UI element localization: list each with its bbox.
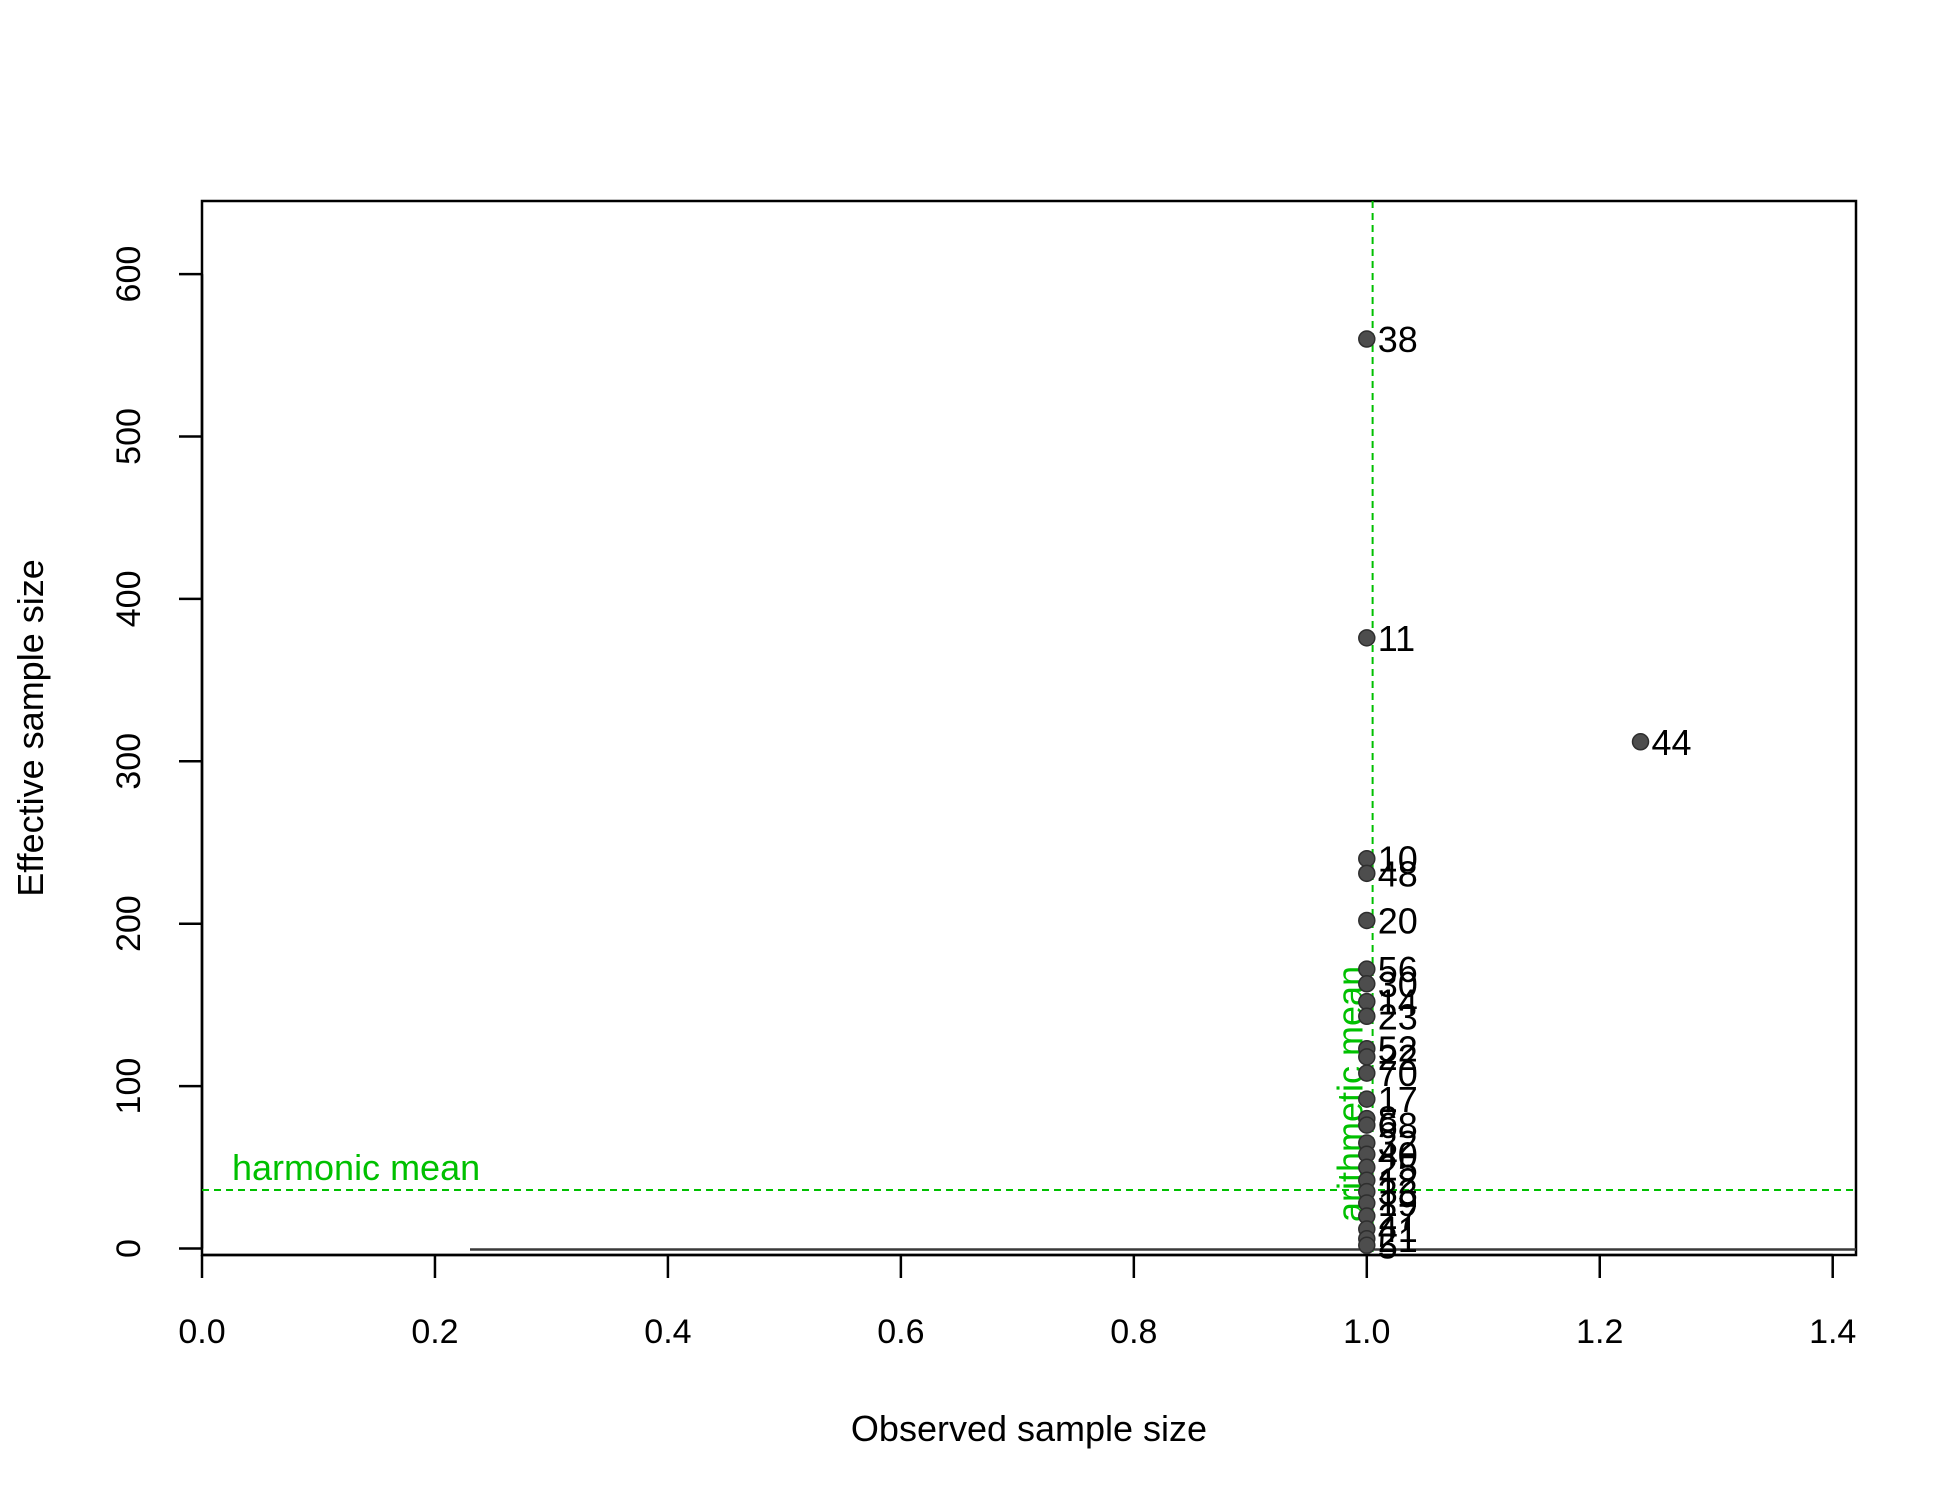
y-tick-label: 0 [110,1239,148,1258]
data-point-label: 30 [1378,964,1418,1005]
data-point-label: 19 [1378,1183,1418,1224]
y-tick-label: 400 [110,571,148,628]
data-point [1358,629,1376,647]
data-point-label: 17 [1378,1079,1418,1120]
data-point [1358,1064,1376,1082]
data-point-label: 40 [1378,1134,1418,1175]
data-point [1631,733,1650,751]
x-tick-label: 0.8 [1110,1313,1157,1351]
data-point-label: 5 [1378,1225,1398,1266]
data-point-label: 32 [1378,1123,1418,1164]
data-point-label: 20 [1378,900,1418,941]
x-tick-label: 1.0 [1343,1313,1390,1351]
data-point-label: 8 [1378,1099,1398,1140]
y-tick-label: 300 [110,733,148,790]
data-point-label: 52 [1378,1029,1418,1070]
data-point-label: 33 [1378,1172,1418,1213]
data-point [1358,960,1376,978]
x-tick-label: 1.2 [1576,1313,1623,1351]
data-point-label: 56 [1378,949,1418,990]
data-point-label: 44 [1652,722,1692,763]
reference-lines: harmonic mean arithmetic mean [202,201,1856,1255]
x-axis: 0.0 0.2 0.4 0.6 0.8 1.0 1.2 1.4 [178,1253,1856,1351]
data-point [1358,911,1376,930]
data-point-label: 70 [1378,1053,1418,1094]
data-point [1358,330,1376,348]
data-point-label: 10 [1378,839,1418,880]
y-tick-label: 600 [110,246,148,303]
data-point-label: 48 [1378,853,1418,894]
data-point-label: 27 [1378,1196,1418,1237]
data-point-label: 21 [1378,1219,1418,1260]
data-point [1358,1236,1376,1255]
y-tick-label: 500 [110,408,148,465]
data-point [1358,1007,1376,1026]
x-tick-label: 0.4 [644,1313,691,1351]
data-point [1358,1048,1376,1066]
x-tick-label: 0.6 [877,1313,924,1351]
y-axis-title: Effective sample size [10,559,51,896]
plot-frame [200,199,1858,1257]
y-axis: 0 100 200 300 400 500 600 [110,246,204,1258]
y-tick-label: 200 [110,895,148,952]
data-point [1358,864,1376,883]
data-point [1358,1116,1376,1134]
harmonic-mean-label: harmonic mean [232,1147,480,1188]
data-point-label: 38 [1378,319,1418,360]
data-point-label: 68 [1378,1105,1418,1146]
x-tick-label: 0.0 [178,1313,225,1351]
y-tick-label: 100 [110,1058,148,1115]
data-point [1358,992,1376,1011]
data-point [1358,975,1376,993]
x-tick-label: 1.4 [1809,1313,1856,1351]
data-point-label: 22 [1378,1037,1418,1078]
data-point-label: 23 [1378,996,1418,1037]
data-point-label: 25 [1378,1147,1418,1188]
data-point-label: 12 [1378,1160,1418,1201]
data-point [1358,849,1376,868]
x-axis-title: Observed sample size [851,1408,1207,1449]
data-point [1358,1090,1376,1108]
x-tick-label: 0.2 [411,1313,458,1351]
data-point-label: 41 [1378,1209,1418,1250]
data-point-label: 11 [1378,618,1415,659]
data-point-label: 14 [1378,982,1418,1023]
